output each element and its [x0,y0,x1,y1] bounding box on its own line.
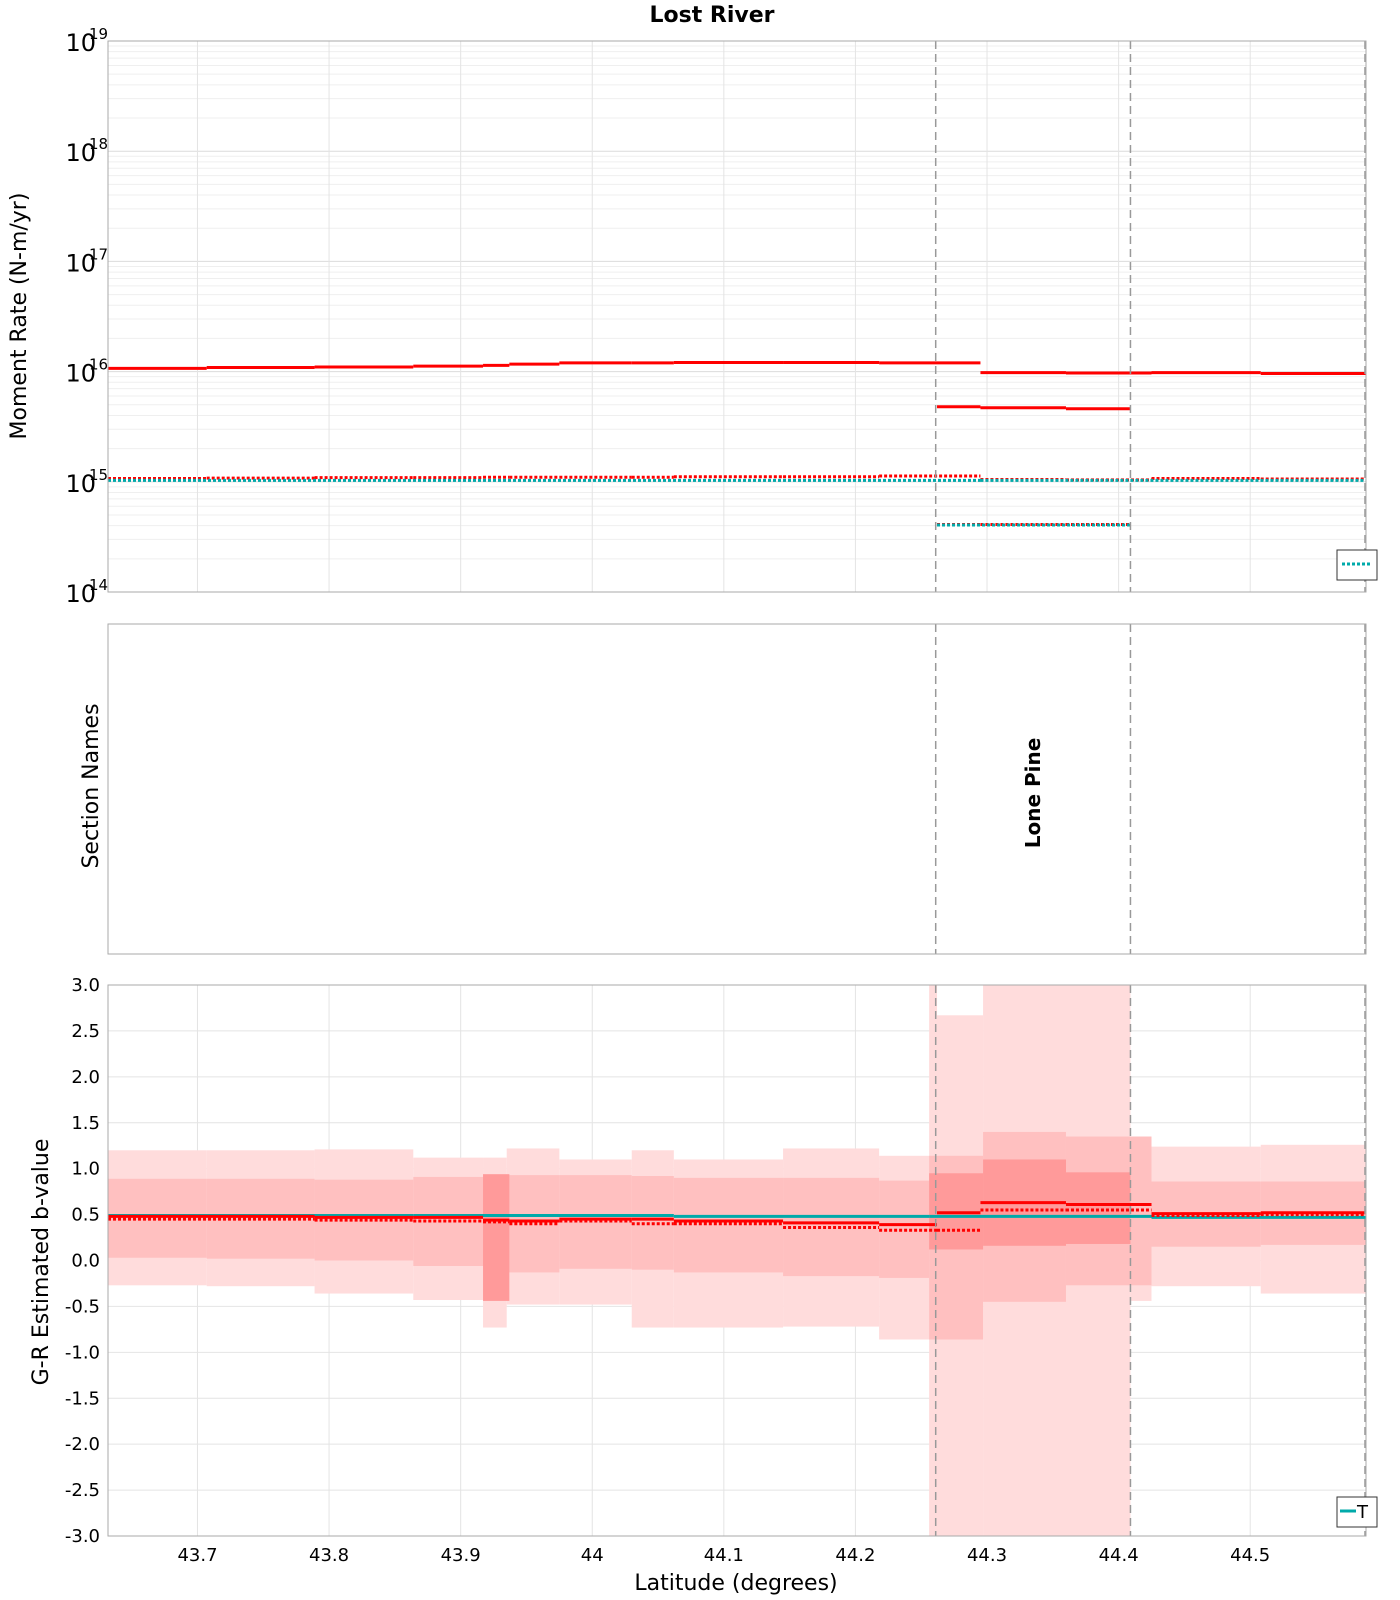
x-tick-label: 43.8 [309,1545,349,1566]
moment-rate-ylabel: Moment Rate (N-m/yr) [7,193,32,440]
y-tick-exponent: 16 [89,356,108,374]
confidence-band-core [1065,1172,1131,1244]
y-tick-label: 10 [65,470,96,498]
y-tick-label: 10 [65,139,96,167]
confidence-band-core [483,1174,510,1301]
section-names-panel: Lone Pine [107,623,1367,955]
y-tick-label: 2.0 [71,1067,100,1088]
y-tick-label: 10 [65,29,96,57]
section-names-ylabel: Section Names [79,703,104,868]
b-value-legend-text: T [1356,1502,1369,1523]
y-tick-label: -1.0 [65,1342,100,1363]
x-tick-label: 43.7 [177,1545,217,1566]
x-tick-label: 43.9 [441,1545,481,1566]
b-value-panel: 3.0 2.5 2.0 1.5 1.0 0.5 0.0 -0.5 -1.0 -1.5 -2.0 -2.… [65,975,1378,1566]
y-tick-exponent: 14 [89,576,108,594]
y-tick-label: -1.5 [65,1388,100,1409]
y-tick-label: 10 [65,249,96,277]
y-tick-label: 10 [65,360,96,388]
y-tick-exponent: 19 [89,25,108,43]
y-tick-label: -3.0 [65,1526,100,1547]
y-tick-label: 1.0 [71,1159,100,1180]
x-tick-label: 44.3 [967,1545,1007,1566]
y-tick-label: -2.5 [65,1480,100,1501]
y-tick-exponent: 15 [89,466,108,484]
y-tick-label: 3.0 [71,975,100,996]
y-tick-label: 1.5 [71,1113,100,1134]
b-value-ylabel: G-R Estimated b-value [29,1139,54,1386]
x-axis-label: Latitude (degrees) [634,1571,837,1596]
confidence-band-inner [314,1179,414,1261]
y-tick-exponent: 18 [89,135,108,153]
y-tick-label: 2.5 [71,1021,100,1042]
y-tick-exponent: 17 [89,245,108,263]
y-tick-label: 10 [65,580,96,608]
y-tick-label: 0.5 [71,1205,100,1226]
y-tick-label: -2.0 [65,1434,100,1455]
confidence-band-inner [108,1178,207,1258]
y-tick-label: 0.0 [71,1251,100,1272]
x-tick-label: 44.5 [1230,1545,1270,1566]
y-tick-label: -0.5 [65,1296,100,1317]
section-label: Lone Pine [1021,738,1045,849]
x-tick-label: 44.2 [835,1545,875,1566]
x-tick-label: 44.1 [704,1545,744,1566]
x-tick-label: 44.4 [1099,1545,1139,1566]
chart-title: Lost River [650,3,775,28]
x-tick-label: 44 [581,1545,604,1566]
moment-rate-frame [107,40,1367,593]
section-names-frame [107,623,1367,955]
b-value-frame [107,984,1367,1537]
